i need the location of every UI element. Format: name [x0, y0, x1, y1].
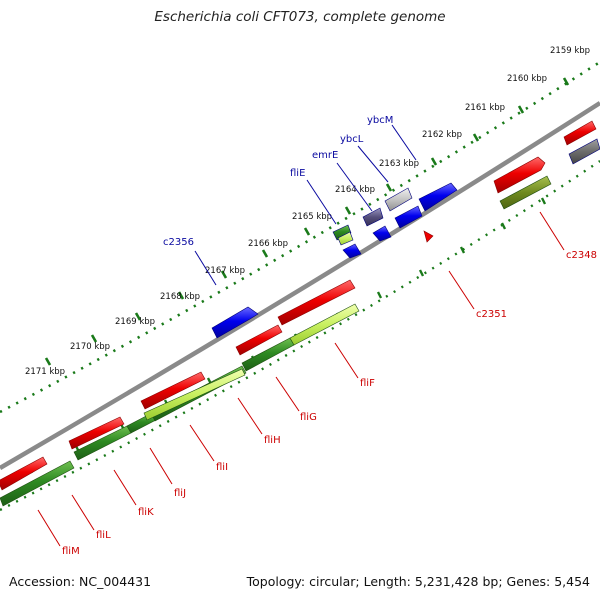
accession-label: Accession: NC_004431: [9, 574, 152, 589]
gene-label-flil: fliL: [96, 530, 111, 541]
map-title: Escherichia coli CFT073, complete genome: [154, 9, 446, 25]
scale-label-2160: 2160 kbp: [507, 74, 547, 84]
cds-segment: [394, 205, 423, 229]
cds-segment: [235, 324, 283, 356]
cds-segment: [277, 279, 356, 326]
feature-segment: [289, 303, 360, 346]
scale-label-2163: 2163 kbp: [379, 159, 419, 169]
scale-track: [0, 60, 600, 414]
cds-segment: [423, 230, 434, 243]
cds-segment: [384, 187, 413, 212]
genome-summary: Topology: circular; Length: 5,231,428 bp…: [246, 574, 590, 589]
scale-label-2166: 2166 kbp: [248, 239, 288, 249]
feature-segment: [499, 175, 552, 210]
gene-label-c2351: c2351: [476, 309, 507, 320]
reverse-cds-track: [211, 138, 600, 339]
cds-segment: [0, 456, 48, 491]
scale-label-2170: 2170 kbp: [70, 342, 110, 352]
scale-label-2159: 2159 kbp: [550, 46, 590, 56]
gene-label-flih: fliH: [264, 435, 281, 446]
gene-label-flii: fliI: [216, 462, 228, 473]
cds-segment: [68, 416, 125, 450]
gene-label-flif: fliF: [360, 378, 375, 389]
bottom-gene-labels: c2348 c2351 fliF fliG fliH fliI fliJ fli…: [37, 211, 597, 557]
scale-label-2161: 2161 kbp: [465, 103, 505, 113]
cds-segment: [418, 182, 458, 212]
genome-backbone: [0, 101, 600, 470]
cds-segment: [332, 224, 352, 241]
feature-segment: [143, 368, 246, 421]
gene-label-flik: fliK: [138, 507, 154, 518]
scale-major-ticks: [44, 77, 570, 366]
scale-label-2162: 2162 kbp: [422, 130, 462, 140]
feature-segment: [0, 460, 75, 507]
gene-label-c2348: c2348: [566, 250, 597, 261]
cds-segment: [563, 120, 597, 146]
scale-label-2168: 2168 kbp: [160, 292, 200, 302]
scale-label-2169: 2169 kbp: [115, 317, 155, 327]
gene-label-c2356: c2356: [163, 237, 194, 248]
cds-segment: [568, 138, 600, 165]
forward-cds-track: [0, 120, 597, 491]
cds-segment: [342, 243, 362, 259]
scale-label-2171: 2171 kbp: [25, 367, 65, 377]
cds-segment: [211, 306, 259, 339]
gene-label-flie: fliE: [290, 168, 305, 179]
reverse-feature-track: [0, 175, 552, 507]
cds-segment: [493, 156, 546, 194]
gene-label-ybcm: ybcM: [367, 115, 393, 126]
cds-segment: [362, 207, 384, 227]
scale-label-2165: 2165 kbp: [292, 212, 332, 222]
scale-label-2164: 2164 kbp: [335, 185, 375, 195]
gene-label-flim: fliM: [62, 546, 80, 557]
scale-label-2167: 2167 kbp: [205, 266, 245, 276]
gene-label-flig: fliG: [300, 412, 317, 423]
cds-segment: [372, 225, 392, 242]
gene-label-emre: emrE: [312, 150, 338, 161]
cds-segment: [337, 231, 354, 246]
top-gene-labels: ybcM ybcL emrE fliE c2356: [163, 115, 417, 286]
cds-segment: [140, 371, 206, 410]
gene-label-flij: fliJ: [174, 488, 186, 499]
gene-label-ybcl: ybcL: [340, 134, 364, 145]
